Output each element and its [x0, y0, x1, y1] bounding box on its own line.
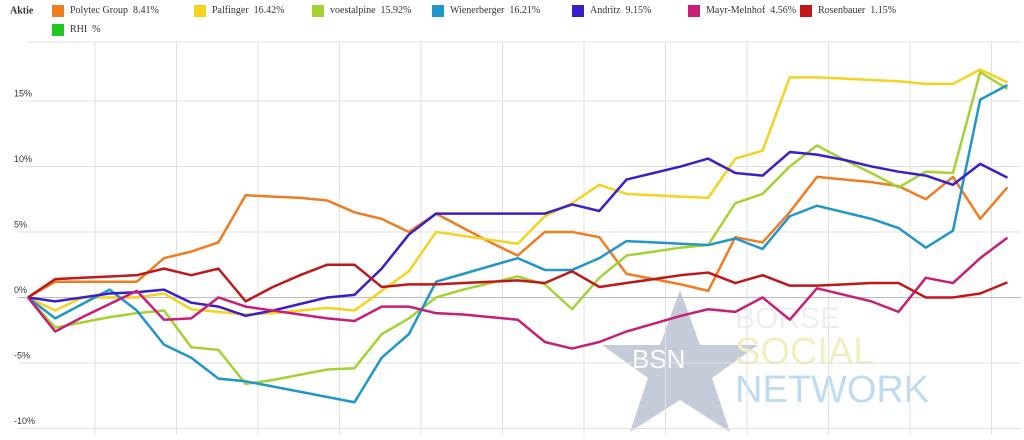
legend-swatch: [688, 5, 700, 17]
legend-name: Wienerberger: [450, 5, 505, 16]
legend-entry: voestalpine 15.92%: [330, 5, 411, 16]
legend-entry: Rosenbauer 1.15%: [818, 5, 896, 16]
legend-name: Palfinger: [212, 5, 249, 16]
legend-value: 1.15%: [870, 5, 896, 16]
y-tick-label: -5%: [14, 350, 30, 360]
legend-name: RHI: [70, 24, 87, 35]
legend-value: 15.92%: [381, 5, 412, 16]
series-line: [27, 68, 1008, 316]
series-line: [27, 236, 1009, 350]
legend-entry: Mayr-Melnhof 4.56%: [706, 5, 796, 16]
legend-swatch: [52, 5, 64, 17]
legend-entry: RHI%: [70, 24, 101, 35]
y-tick-label: 0%: [14, 285, 27, 295]
legend-swatch: [572, 5, 584, 17]
watermark: BSN BÖRSE SOCIAL NETWORK: [602, 290, 929, 432]
legend-entry: Polytec Group 8.41%: [70, 5, 159, 16]
watermark-logo: BSN: [632, 344, 685, 374]
legend-name: Polytec Group: [70, 5, 128, 16]
legend-name: voestalpine: [330, 5, 376, 16]
watermark-text: NETWORK: [735, 369, 929, 411]
watermark-star: [602, 290, 758, 432]
series-line: [27, 83, 1008, 404]
legend-title: Aktie: [10, 5, 34, 16]
legend-swatch: [800, 5, 812, 17]
legend-entry: Wienerberger 16.21%: [450, 5, 540, 16]
legend-name: Andritz: [590, 5, 621, 16]
legend-swatch: [312, 5, 324, 17]
legend-value: 8.41%: [133, 5, 159, 16]
y-tick-label: 15%: [14, 88, 32, 98]
y-tick-label: 5%: [14, 219, 27, 229]
series-line: [27, 175, 1009, 299]
legend-swatch: [52, 24, 64, 36]
legend-name: Rosenbauer: [818, 5, 866, 16]
watermark-text: SOCIAL: [735, 331, 874, 373]
legend-swatch: [432, 5, 444, 17]
series-line: [27, 263, 1008, 303]
legend-value: 16.21%: [509, 5, 540, 16]
legend-entry: Palfinger 16.42%: [212, 5, 285, 16]
legend-value: 4.56%: [770, 5, 796, 16]
series-line: [27, 150, 1008, 318]
legend-value: 9.15%: [626, 5, 652, 16]
y-tick-label: 10%: [14, 154, 32, 164]
legend-entry: Andritz 9.15%: [590, 5, 651, 16]
y-tick-label: -10%: [14, 416, 35, 426]
legend-swatch: [194, 5, 206, 17]
legend-name: Mayr-Melnhof: [706, 5, 766, 16]
legend-value: 16.42%: [254, 5, 285, 16]
legend-value: %: [92, 24, 100, 35]
